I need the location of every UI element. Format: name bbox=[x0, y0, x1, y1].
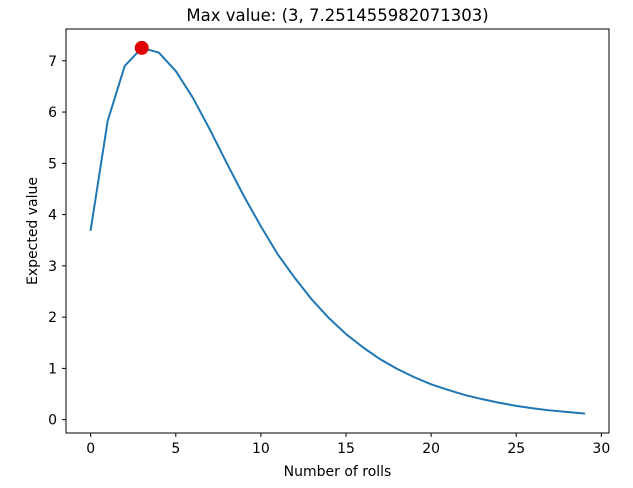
x-axis-label: Number of rolls bbox=[284, 464, 392, 480]
marker-layer bbox=[134, 40, 149, 55]
series-line bbox=[89, 46, 586, 415]
y-tick-label: 1 bbox=[48, 361, 57, 377]
y-tick-label: 0 bbox=[48, 413, 57, 429]
x-axis-ticks: 0 5 10 15 20 25 30 bbox=[86, 433, 610, 457]
y-tick-label: 5 bbox=[48, 156, 57, 172]
y-axis-ticks: 0 1 2 3 4 5 6 7 bbox=[48, 54, 66, 429]
x-tick-label: 15 bbox=[337, 441, 355, 457]
x-tick-label: 10 bbox=[252, 441, 270, 457]
x-tick-label: 25 bbox=[507, 441, 525, 457]
plot-frame bbox=[65, 28, 610, 434]
series-layer bbox=[89, 46, 586, 415]
x-tick-label: 20 bbox=[422, 441, 440, 457]
y-tick-label: 6 bbox=[48, 105, 57, 121]
x-tick-label: 5 bbox=[171, 441, 180, 457]
x-tick-label: 30 bbox=[592, 441, 610, 457]
x-tick-label: 0 bbox=[86, 441, 95, 457]
chart-title: Max value: (3, 7.251455982071303) bbox=[186, 6, 488, 25]
y-tick-label: 7 bbox=[48, 54, 57, 70]
y-tick-label: 4 bbox=[48, 208, 57, 224]
y-tick-label: 3 bbox=[48, 259, 57, 275]
y-tick-label: 2 bbox=[48, 310, 57, 326]
max-value-marker bbox=[134, 40, 149, 55]
y-axis-label: Expected value bbox=[25, 177, 41, 285]
